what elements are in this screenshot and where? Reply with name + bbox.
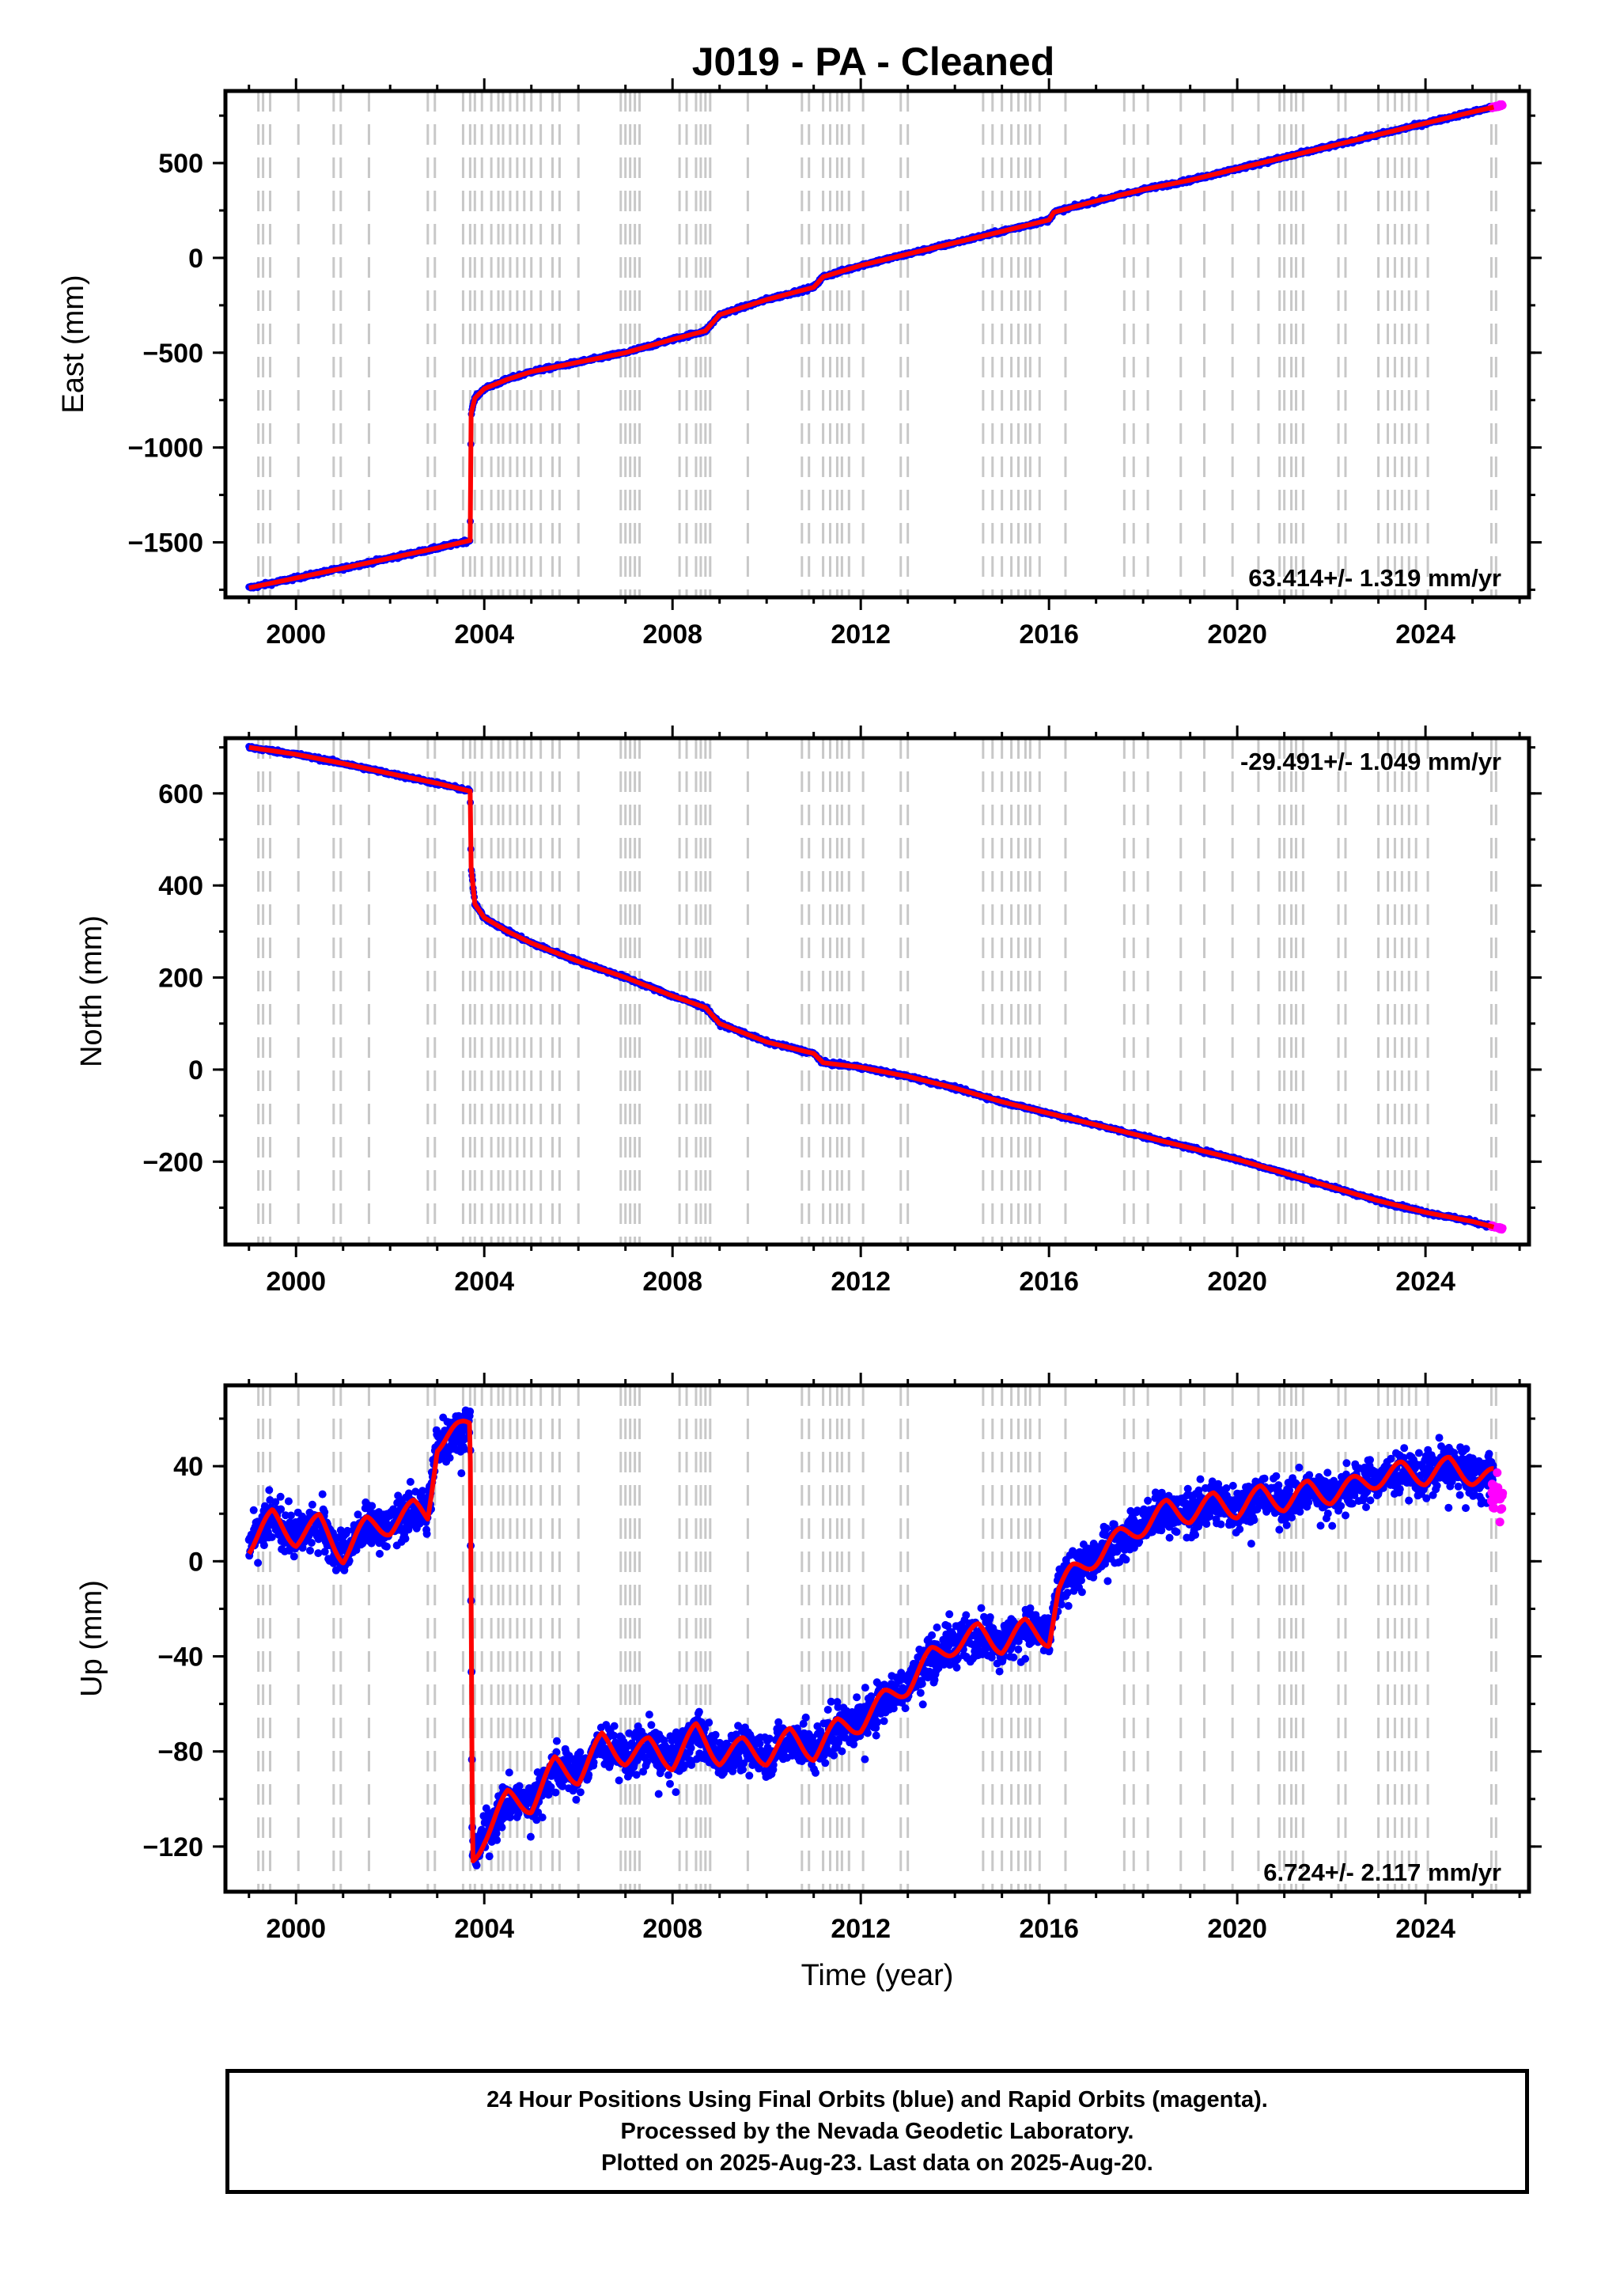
final-orbit-point — [265, 1486, 274, 1495]
x-tick-label: 2004 — [454, 619, 514, 650]
panel-north: 2000 2004 2008 2012 2016 2020 20246004002000−2… — [75, 726, 1542, 1297]
panel-frame — [223, 89, 1531, 600]
x-tick-label: 2000 — [266, 619, 326, 650]
x-tick-label: 2008 — [642, 619, 702, 650]
x-tick-label: 2000 — [266, 1267, 326, 1297]
rapid-orbit-point — [1498, 101, 1507, 110]
y-tick-label: −1500 — [128, 528, 204, 558]
y-tick-label: 400 — [158, 871, 203, 901]
y-tick-label: 0 — [188, 244, 203, 274]
y-tick-label: −500 — [142, 339, 203, 369]
final-orbit-point — [276, 1492, 285, 1501]
y-tick-label: −1000 — [128, 434, 204, 464]
x-tick-label: 2020 — [1207, 1267, 1267, 1297]
x-tick-label: 2004 — [454, 1267, 514, 1297]
model-line — [248, 104, 1495, 590]
y-tick-label: 0 — [188, 1055, 203, 1085]
final-orbit-point — [271, 1498, 280, 1506]
time-series-figure: J019 - PA - Cleaned 2000 2004 2008 2012 2016… — [57, 40, 1542, 1992]
x-tick-label: 2012 — [831, 1267, 891, 1297]
y-axis-label: North (mm) — [75, 915, 108, 1067]
panel-east: 2000 2004 2008 2012 2016 2020 2024 500 0 −500 −100… — [57, 78, 1542, 650]
x-tick-label: 2008 — [642, 1267, 702, 1297]
x-tick-label: 2020 — [1207, 619, 1267, 650]
panel-frame — [223, 736, 1531, 1247]
plot-area-up — [244, 1385, 1508, 1892]
model-line — [248, 744, 1495, 1229]
plot-area-north — [245, 738, 1507, 1245]
plot-area-east — [245, 91, 1507, 597]
final-orbit-point — [259, 1541, 268, 1550]
final-orbit-point — [267, 1533, 276, 1541]
x-tick-label: 2012 — [831, 619, 891, 650]
x-tick-label: 2024 — [1395, 619, 1455, 650]
final-orbit-point — [254, 1559, 263, 1567]
panel-up: 2000 2004 2008 2012 2016 2020 2024400−40−80−12… — [75, 1373, 1542, 1992]
rapid-orbit-point — [1498, 1224, 1507, 1233]
rate-label: -29.491+/- 1.049 mm/yr — [1240, 748, 1501, 775]
y-tick-label: 200 — [158, 964, 203, 994]
y-tick-label: 600 — [158, 779, 203, 809]
x-tick-label: 2016 — [1019, 619, 1079, 650]
y-axis-label: East (mm) — [57, 275, 90, 413]
chart-title: J019 - PA - Cleaned — [692, 40, 1055, 84]
x-tick-label: 2016 — [1019, 1267, 1079, 1297]
final-orbit-point — [249, 1506, 258, 1514]
y-tick-label: 500 — [158, 149, 203, 179]
x-tick-label: 2024 — [1395, 1267, 1455, 1297]
final-orbit-point — [277, 1505, 286, 1514]
panels-group: 2000 2004 2008 2012 2016 2020 20245000−500−100… — [57, 78, 1542, 1992]
rate-label: 63.414+/- 1.319 mm/yr — [1248, 564, 1501, 592]
y-tick-label: −200 — [142, 1147, 203, 1177]
